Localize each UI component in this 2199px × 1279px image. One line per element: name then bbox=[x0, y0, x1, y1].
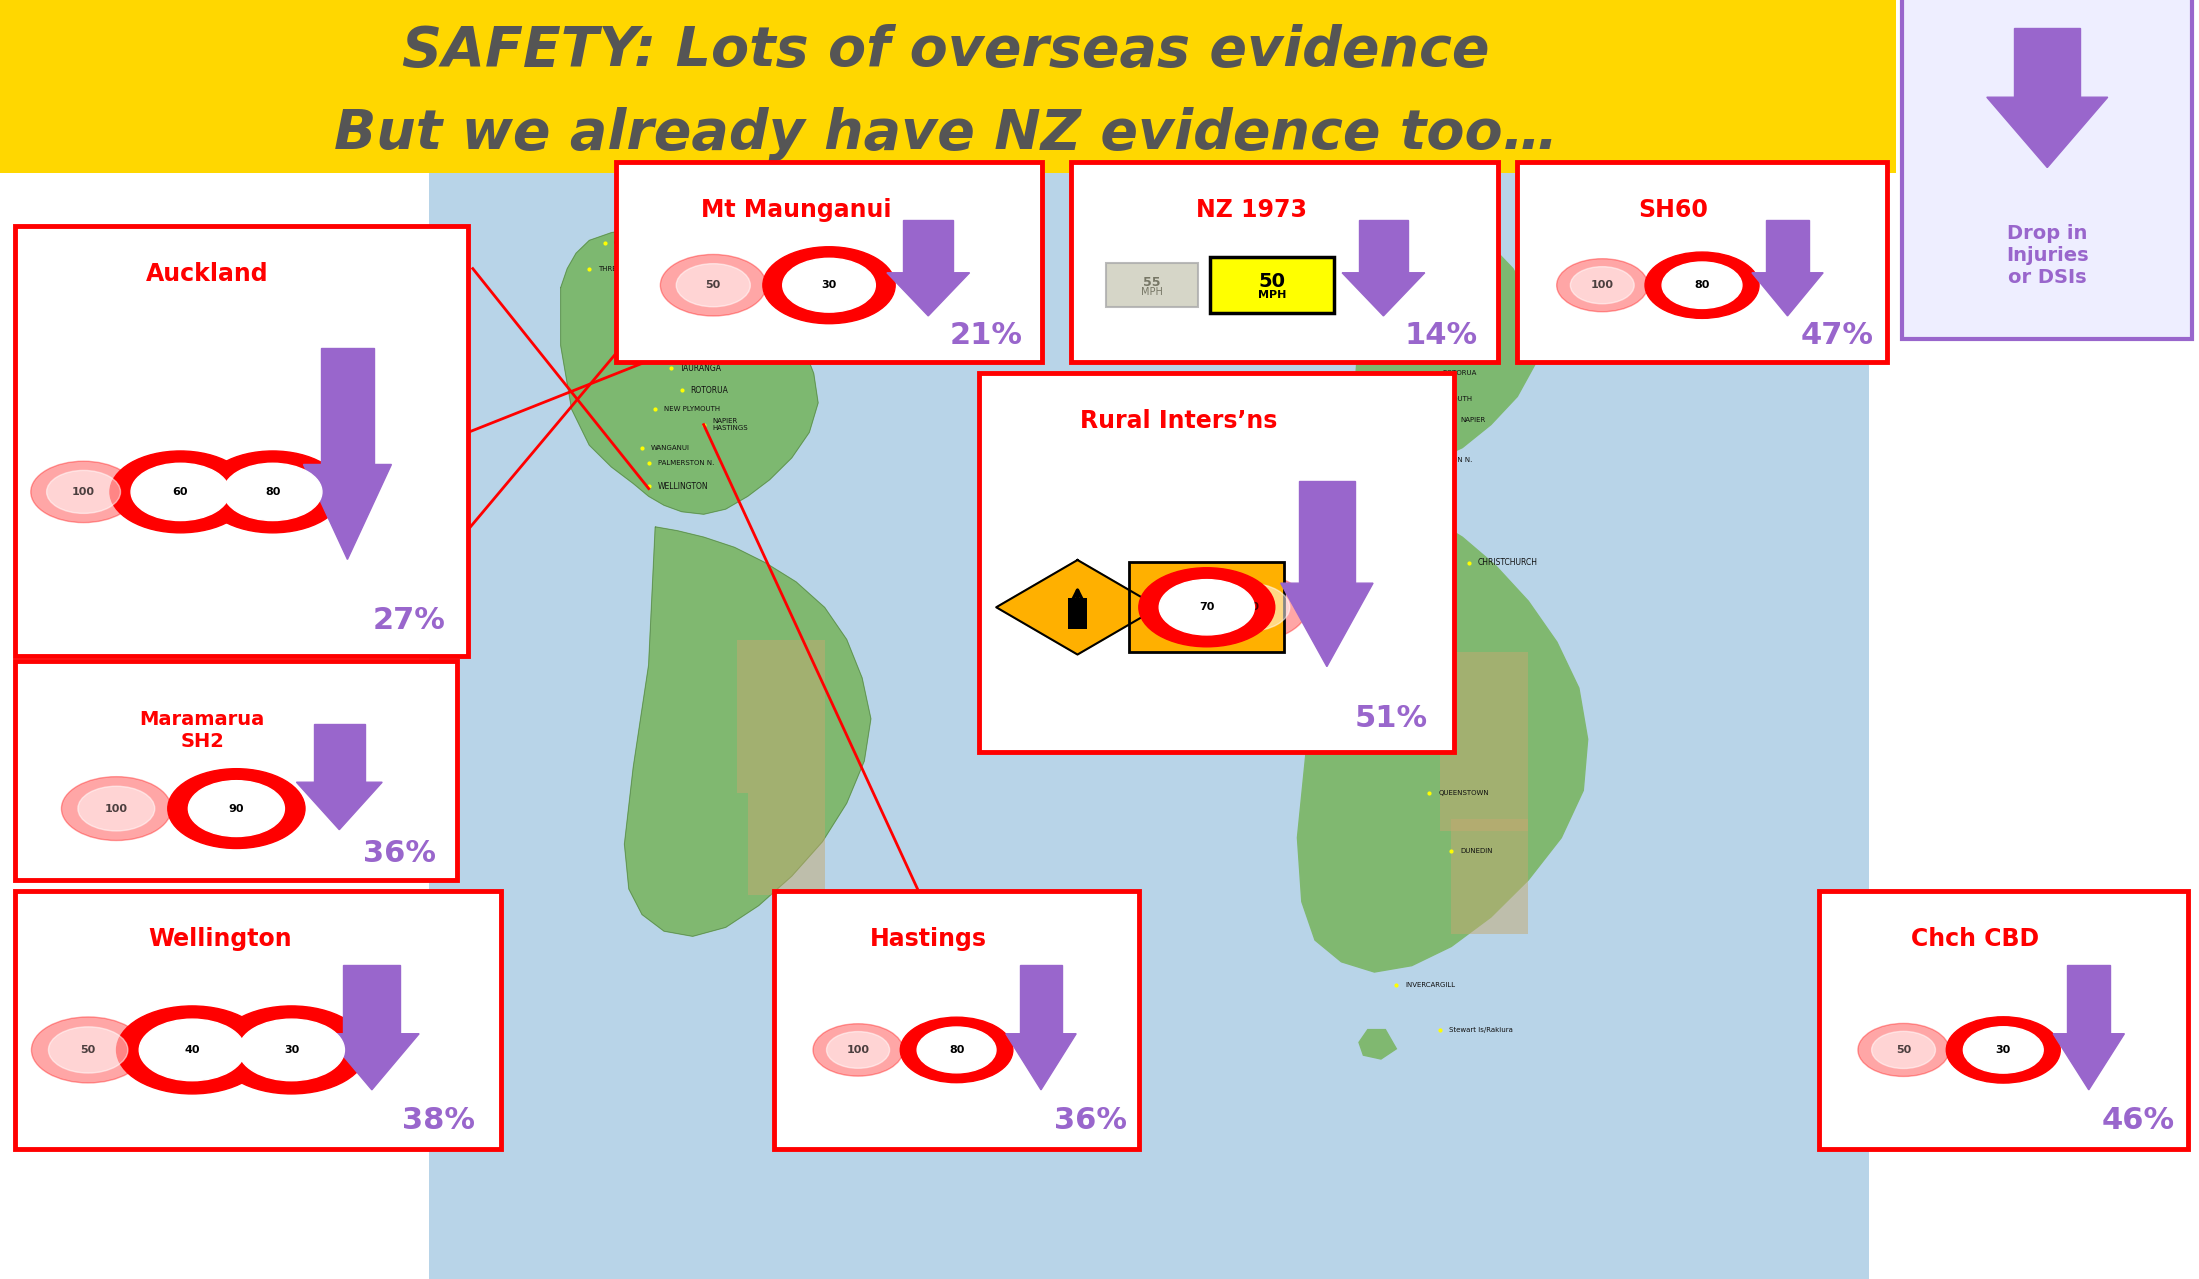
Text: 50: 50 bbox=[706, 280, 721, 290]
FancyBboxPatch shape bbox=[429, 166, 1869, 1279]
Text: 36%: 36% bbox=[1053, 1106, 1126, 1134]
Polygon shape bbox=[1341, 272, 1425, 316]
Text: WHANGAREI: WHANGAREI bbox=[1405, 266, 1449, 271]
Circle shape bbox=[31, 462, 136, 523]
Text: 36%: 36% bbox=[363, 839, 435, 867]
FancyBboxPatch shape bbox=[1766, 220, 1810, 272]
Text: 100: 100 bbox=[1236, 602, 1260, 613]
Text: 27%: 27% bbox=[372, 606, 446, 636]
Text: SH60: SH60 bbox=[1638, 198, 1709, 223]
Text: WELLINGTON: WELLINGTON bbox=[658, 481, 708, 491]
Circle shape bbox=[1645, 252, 1759, 318]
Circle shape bbox=[677, 263, 750, 307]
Text: 80: 80 bbox=[950, 1045, 963, 1055]
Polygon shape bbox=[996, 560, 1159, 655]
Polygon shape bbox=[303, 464, 391, 559]
Text: QUEENSTOWN: QUEENSTOWN bbox=[1438, 790, 1489, 796]
Text: WELLINGTON: WELLINGTON bbox=[1399, 481, 1445, 486]
Circle shape bbox=[1557, 258, 1647, 312]
Text: HAMILTON: HAMILTON bbox=[647, 347, 686, 357]
Circle shape bbox=[917, 1027, 996, 1073]
FancyBboxPatch shape bbox=[1106, 263, 1198, 307]
FancyBboxPatch shape bbox=[343, 966, 400, 1033]
Circle shape bbox=[1858, 1023, 1948, 1077]
Circle shape bbox=[31, 1017, 145, 1083]
Circle shape bbox=[1207, 583, 1291, 632]
Text: NAPIER
HASTINGS: NAPIER HASTINGS bbox=[712, 418, 748, 431]
Polygon shape bbox=[561, 228, 818, 514]
Text: PALMERSTON N.: PALMERSTON N. bbox=[1416, 458, 1473, 463]
FancyBboxPatch shape bbox=[15, 226, 468, 656]
Text: 100: 100 bbox=[106, 803, 128, 813]
Text: NEW PLYMOUTH: NEW PLYMOUTH bbox=[1416, 396, 1473, 402]
Circle shape bbox=[1570, 266, 1634, 304]
Circle shape bbox=[167, 769, 306, 848]
Circle shape bbox=[139, 1019, 244, 1081]
Text: Rural Inters’ns: Rural Inters’ns bbox=[1080, 409, 1278, 434]
FancyBboxPatch shape bbox=[1517, 162, 1887, 362]
Text: PALMERSTON N.: PALMERSTON N. bbox=[658, 460, 715, 466]
Text: Maramarua
SH2: Maramarua SH2 bbox=[139, 710, 264, 751]
FancyBboxPatch shape bbox=[1440, 652, 1528, 831]
Circle shape bbox=[62, 776, 172, 840]
Text: AUCKLAND: AUCKLAND bbox=[1412, 295, 1454, 306]
Polygon shape bbox=[1359, 1030, 1396, 1059]
Text: NELSON: NELSON bbox=[1377, 522, 1405, 527]
Text: But we already have NZ evidence too…: But we already have NZ evidence too… bbox=[334, 107, 1557, 161]
Text: Chch CBD: Chch CBD bbox=[1911, 927, 2038, 952]
Text: WANGANUI: WANGANUI bbox=[651, 445, 690, 450]
Text: 47%: 47% bbox=[1801, 321, 1874, 350]
Text: ROTORUA: ROTORUA bbox=[1443, 371, 1478, 376]
Circle shape bbox=[1190, 573, 1308, 642]
Text: 50: 50 bbox=[1896, 1045, 1911, 1055]
FancyBboxPatch shape bbox=[1130, 563, 1284, 652]
Text: Mt Maunganui: Mt Maunganui bbox=[701, 198, 891, 223]
Text: 100: 100 bbox=[73, 487, 95, 498]
FancyBboxPatch shape bbox=[979, 373, 1454, 752]
FancyBboxPatch shape bbox=[15, 661, 457, 880]
Text: Wellington: Wellington bbox=[150, 927, 292, 952]
FancyBboxPatch shape bbox=[2067, 966, 2111, 1033]
Circle shape bbox=[189, 780, 284, 836]
Text: 100: 100 bbox=[847, 1045, 869, 1055]
Text: HAMILTON: HAMILTON bbox=[1405, 330, 1440, 335]
Polygon shape bbox=[325, 1033, 420, 1090]
FancyBboxPatch shape bbox=[314, 724, 365, 783]
Circle shape bbox=[1946, 1017, 2060, 1083]
Text: ROTORUA: ROTORUA bbox=[690, 385, 728, 395]
Text: DUNEDIN: DUNEDIN bbox=[1460, 848, 1493, 853]
Text: CAPE REINGA: CAPE REINGA bbox=[614, 240, 660, 246]
Circle shape bbox=[1871, 1031, 1935, 1068]
Text: NZ 1973: NZ 1973 bbox=[1196, 198, 1306, 223]
Text: TAURANGA: TAURANGA bbox=[679, 363, 721, 373]
Circle shape bbox=[202, 451, 343, 533]
Text: WHANGAREI: WHANGAREI bbox=[642, 279, 690, 289]
Circle shape bbox=[660, 255, 765, 316]
FancyBboxPatch shape bbox=[1069, 597, 1086, 628]
Circle shape bbox=[1964, 1027, 2043, 1073]
Circle shape bbox=[216, 1005, 367, 1094]
Circle shape bbox=[1662, 262, 1742, 308]
Text: 50: 50 bbox=[81, 1045, 97, 1055]
FancyBboxPatch shape bbox=[1300, 481, 1355, 583]
FancyBboxPatch shape bbox=[1209, 257, 1333, 313]
Text: 55: 55 bbox=[1143, 276, 1161, 289]
Text: 60: 60 bbox=[172, 487, 189, 498]
Text: 70: 70 bbox=[1198, 602, 1214, 613]
Polygon shape bbox=[1988, 97, 2107, 168]
Text: CHRISTCHURCH: CHRISTCHURCH bbox=[1478, 558, 1537, 568]
Text: 30: 30 bbox=[284, 1045, 299, 1055]
Text: 46%: 46% bbox=[2102, 1106, 2175, 1134]
Circle shape bbox=[827, 1032, 891, 1068]
FancyBboxPatch shape bbox=[737, 640, 825, 793]
Circle shape bbox=[1159, 579, 1253, 634]
Polygon shape bbox=[2054, 1033, 2124, 1090]
Text: 80: 80 bbox=[266, 487, 279, 498]
Text: INVERCARGILL: INVERCARGILL bbox=[1405, 982, 1456, 987]
Polygon shape bbox=[625, 527, 871, 936]
Text: 40: 40 bbox=[185, 1045, 200, 1055]
FancyBboxPatch shape bbox=[0, 0, 1896, 173]
Polygon shape bbox=[1753, 272, 1823, 316]
Text: 30: 30 bbox=[1997, 1045, 2010, 1055]
